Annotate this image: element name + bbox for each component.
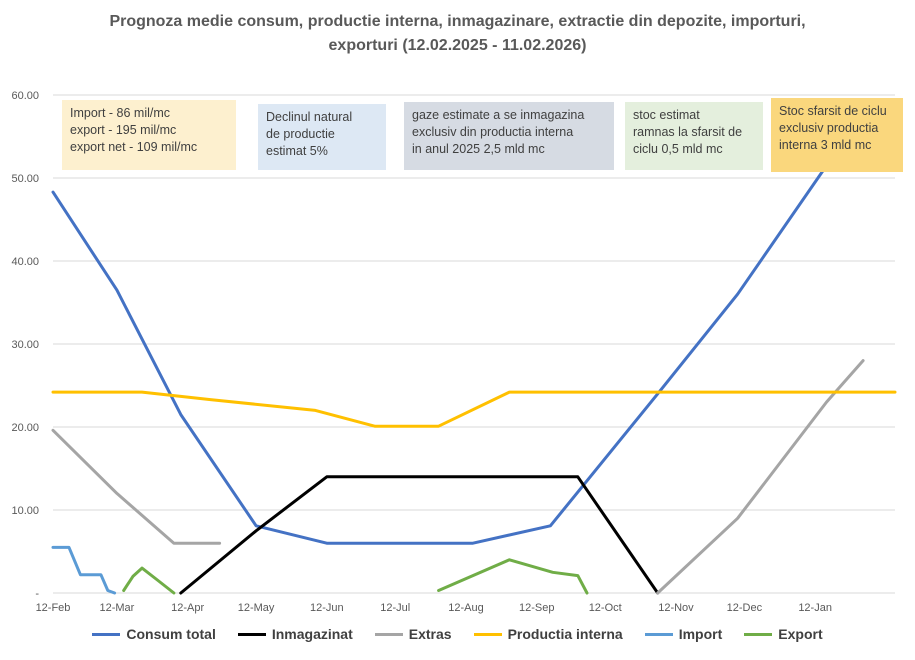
legend-item: Extras	[374, 626, 452, 642]
legend-label: Inmagazinat	[271, 626, 353, 642]
y-tick-label: 10.00	[11, 505, 39, 517]
x-tick-label: 12-Oct	[589, 602, 622, 614]
x-tick-label: 12-Mar	[99, 602, 134, 614]
series-line-export	[122, 566, 176, 595]
legend-label: Export	[778, 626, 823, 642]
note-decline-line-2: de productie	[266, 127, 335, 141]
note-cycle-line-2: exclusiv productia	[779, 121, 879, 135]
chart-title-line-1: Prognoza medie consum, productie interna…	[109, 13, 806, 30]
legend-item: Export	[744, 626, 823, 642]
legend-label: Productia interna	[507, 626, 623, 642]
legend-label: Import	[678, 626, 723, 642]
legend-item: Consum total	[92, 626, 216, 642]
x-tick-label: 12-Sep	[519, 602, 554, 614]
note-stock-end-line-3: ciclu 0,5 mld mc	[633, 142, 723, 156]
y-tick-label: 60.00	[11, 90, 39, 102]
legend-swatch	[374, 632, 403, 636]
series-line-extras	[656, 359, 865, 595]
x-tick-label: 12-Aug	[448, 602, 483, 614]
legend-swatch	[744, 632, 773, 636]
legend-item: Inmagazinat	[237, 626, 353, 642]
note-cycle-line-3: interna 3 mld mc	[779, 138, 872, 152]
series-line-export	[437, 558, 589, 595]
y-tick-label: -	[35, 588, 39, 600]
note-stock-end-line-1: stoc estimat	[633, 108, 700, 122]
legend-swatch	[644, 632, 673, 636]
note-stock-end-line-2: ramnas la sfarsit de	[633, 125, 743, 139]
y-tick-label: 20.00	[11, 422, 39, 434]
note-decline-line-1: Declinul natural	[266, 110, 353, 124]
chart-legend: Consum total Inmagazinat Extras Productia i…	[0, 626, 915, 642]
x-tick-label: 12-Feb	[36, 602, 71, 614]
note-stock-cycle: Stoc sfarsit de ciclu exclusiv productia…	[771, 98, 903, 172]
chart-title: Prognoza medie consum, productie interna…	[0, 10, 915, 58]
legend-swatch	[473, 632, 502, 636]
note-storage-line-2: exclusiv din productia interna	[412, 125, 574, 139]
x-tick-label: 12-Nov	[658, 602, 694, 614]
line-chart: - 10.00 20.00 30.00 40.00 50.00 60.00 12-Feb 12-…	[11, 90, 897, 614]
series-line-inmagazinat	[179, 475, 660, 595]
legend-label: Extras	[408, 626, 452, 642]
legend-item: Productia interna	[473, 626, 623, 642]
x-tick-label: 12-Jun	[310, 602, 344, 614]
y-tick-label: 40.00	[11, 256, 39, 268]
x-tick-label: 12-Jan	[798, 602, 832, 614]
note-import-export: Import - 86 mil/mc export - 195 mil/mc e…	[62, 100, 236, 170]
series-line-import	[51, 545, 117, 595]
note-cycle-line-1: Stoc sfarsit de ciclu	[779, 104, 887, 118]
legend-label: Consum total	[126, 626, 216, 642]
series-line-productia-interna	[51, 390, 897, 428]
x-tick-label: 12-Jul	[380, 602, 410, 614]
y-tick-label: 50.00	[11, 173, 39, 185]
note-natural-decline: Declinul natural de productie estimat 5%	[258, 104, 386, 170]
note-decline-line-3: estimat 5%	[266, 144, 328, 158]
x-tick-label: 12-Dec	[727, 602, 763, 614]
x-tick-label: 12-Apr	[171, 602, 204, 614]
note-storage-domestic: gaze estimate a se inmagazina exclusiv d…	[404, 102, 614, 170]
x-tick-label: 12-May	[238, 602, 275, 614]
y-tick-label: 30.00	[11, 339, 39, 351]
note-storage-line-1: gaze estimate a se inmagazina	[412, 108, 585, 122]
note-import-line-1: Import - 86 mil/mc	[70, 106, 171, 120]
chart-title-line-2: exporturi (12.02.2025 - 11.02.2026)	[328, 37, 587, 54]
series-line-consum-total	[51, 164, 828, 545]
legend-item: Import	[644, 626, 723, 642]
series-line-extras	[51, 428, 222, 545]
legend-swatch	[237, 632, 266, 636]
note-import-line-3: export net - 109 mil/mc	[70, 140, 198, 154]
note-storage-line-3: in anul 2025 2,5 mld mc	[412, 142, 545, 156]
legend-swatch	[92, 632, 121, 636]
note-import-line-2: export - 195 mil/mc	[70, 123, 177, 137]
note-stock-end: stoc estimat ramnas la sfarsit de ciclu …	[625, 102, 763, 170]
